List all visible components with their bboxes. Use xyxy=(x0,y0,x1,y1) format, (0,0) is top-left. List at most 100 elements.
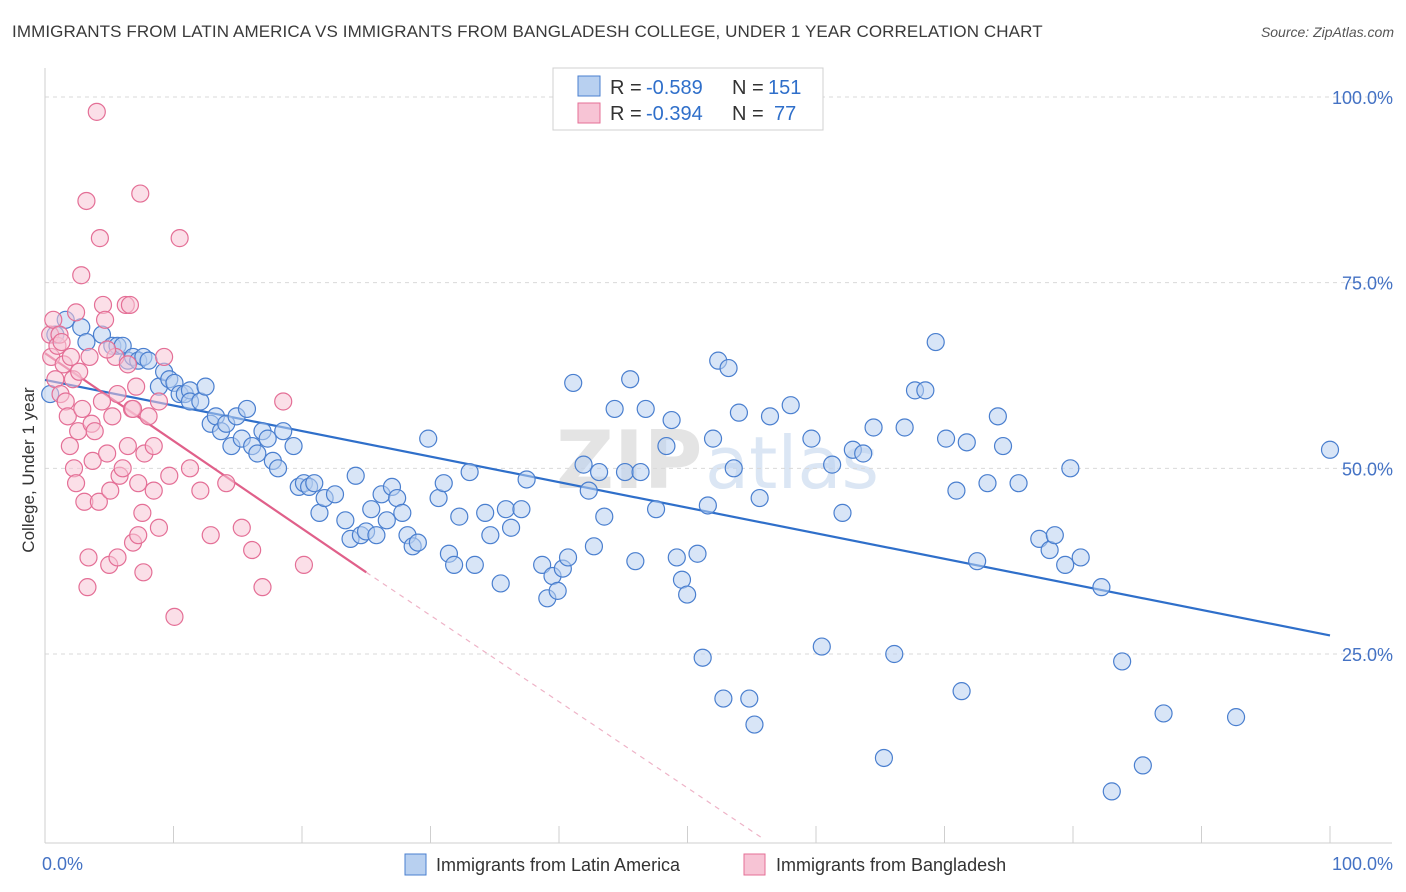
latin-america-point-86 xyxy=(584,537,604,556)
latin-america-point-128 xyxy=(936,429,956,448)
bottom-legend-label-2: Immigrants from Bangladesh xyxy=(776,855,1006,875)
latin-america-point-117 xyxy=(823,455,842,474)
latin-america-point-83 xyxy=(564,373,583,393)
latin-america-point-95 xyxy=(646,500,666,519)
latin-america-point-87 xyxy=(590,462,609,482)
latin-america-point-103 xyxy=(698,496,717,515)
latin-america-point-96 xyxy=(657,436,676,456)
bangladesh-point-65 xyxy=(243,540,262,560)
y-tick-label-1: 75.0% xyxy=(1342,274,1393,294)
legend-blue-swatch xyxy=(577,75,601,97)
latin-america-point-127 xyxy=(926,332,945,352)
latin-america-point-84 xyxy=(574,455,593,474)
bangladesh-point-76 xyxy=(149,392,169,411)
x-tick-label-0: 0.0% xyxy=(42,854,83,874)
latin-america-point-43 xyxy=(305,474,324,493)
bangladesh-point-40 xyxy=(108,548,127,567)
latin-america-trend-line xyxy=(44,378,1331,637)
bangladesh-point-67 xyxy=(274,392,293,411)
latin-america-point-75 xyxy=(512,500,531,519)
y-tick-label-3: 25.0% xyxy=(1342,645,1393,665)
bangladesh-point-64 xyxy=(232,518,251,537)
latin-america-point-73 xyxy=(496,500,515,519)
bangladesh-point-55 xyxy=(149,518,169,537)
bangladesh-point-69 xyxy=(98,340,117,359)
bangladesh-point-32 xyxy=(92,392,112,411)
data-points xyxy=(41,102,1340,801)
x-tick-label-1: 100.0% xyxy=(1332,854,1393,874)
latin-america-point-136 xyxy=(1009,474,1028,493)
bangladesh-point-58 xyxy=(165,607,184,626)
bottom-legend-label-1: Immigrants from Latin America xyxy=(436,855,681,875)
latin-america-point-123 xyxy=(885,644,904,664)
latin-america-point-107 xyxy=(719,358,738,378)
latin-america-point-76 xyxy=(517,470,536,489)
tick-labels: 100.0% 75.0% 50.0% 25.0% 0.0% 100.0% xyxy=(42,88,1393,874)
latin-america-point-88 xyxy=(595,507,614,526)
latin-america-point-80 xyxy=(548,581,567,600)
chart-title: IMMIGRANTS FROM LATIN AMERICA VS IMMIGRA… xyxy=(12,22,1043,41)
latin-america-point-142 xyxy=(1071,548,1090,567)
series-legend: Immigrants from Latin America Immigrants… xyxy=(404,853,1006,876)
latin-america-point-148 xyxy=(1226,708,1246,727)
latin-america-point-90 xyxy=(615,462,635,482)
latin-america-point-108 xyxy=(724,459,743,478)
latin-america-point-62 xyxy=(419,429,438,448)
bangladesh-point-31 xyxy=(90,229,109,248)
trend-lines xyxy=(44,352,1331,841)
bangladesh-point-42 xyxy=(113,459,132,478)
latin-america-point-143 xyxy=(1092,578,1111,597)
bangladesh-point-18 xyxy=(70,362,89,381)
legend-n-label-1: N = xyxy=(732,77,764,99)
bangladesh-point-73 xyxy=(129,526,148,545)
legend-r-value-1: -0.589 xyxy=(646,77,703,99)
bangladesh-point-34 xyxy=(95,310,115,329)
latin-america-point-145 xyxy=(1113,652,1132,671)
latin-america-point-120 xyxy=(854,444,873,463)
latin-america-point-98 xyxy=(667,548,686,567)
bangladesh-point-37 xyxy=(101,481,120,500)
latin-america-point-109 xyxy=(729,403,749,422)
latin-america-point-55 xyxy=(377,511,396,530)
latin-america-point-37 xyxy=(268,459,288,478)
bangladesh-point-25 xyxy=(80,347,99,367)
y-axis-label: College, Under 1 year xyxy=(19,387,38,553)
bangladesh-point-72 xyxy=(123,399,143,419)
bangladesh-point-59 xyxy=(170,229,189,248)
latin-america-point-121 xyxy=(864,418,883,437)
bangladesh-point-10 xyxy=(58,407,77,426)
chart-source: Source: ZipAtlas.com xyxy=(1260,24,1394,40)
latin-america-point-124 xyxy=(895,418,914,437)
latin-america-point-92 xyxy=(626,552,645,571)
bangladesh-point-20 xyxy=(73,399,92,419)
bangladesh-point-54 xyxy=(144,436,163,456)
bangladesh-point-71 xyxy=(118,355,137,374)
latin-america-point-85 xyxy=(579,481,598,500)
latin-america-point-114 xyxy=(781,396,800,415)
latin-america-point-23 xyxy=(196,377,215,396)
latin-america-point-131 xyxy=(957,433,976,452)
latin-america-point-58 xyxy=(393,503,412,522)
bangladesh-point-14 xyxy=(64,459,84,478)
bangladesh-point-62 xyxy=(201,526,220,545)
bangladesh-point-29 xyxy=(87,102,106,121)
latin-america-point-89 xyxy=(605,399,624,419)
latin-america-point-71 xyxy=(481,526,500,545)
bangladesh-point-22 xyxy=(77,191,96,211)
latin-america-point-31 xyxy=(237,399,257,419)
latin-america-point-74 xyxy=(501,518,521,537)
latin-america-point-77 xyxy=(533,555,552,574)
bangladesh-point-53 xyxy=(139,407,158,426)
latin-america-point-133 xyxy=(978,474,997,493)
stats-legend: R = -0.589 N = 151 R = -0.394 N = 77 xyxy=(552,67,824,131)
bangladesh-point-9 xyxy=(56,392,75,411)
bangladesh-point-33 xyxy=(93,295,113,315)
bangladesh-point-68 xyxy=(294,555,314,574)
latin-america-point-113 xyxy=(760,407,780,426)
latin-america-point-49 xyxy=(346,466,365,485)
latin-america-point-46 xyxy=(325,485,345,504)
latin-america-point-4 xyxy=(77,332,96,352)
legend-pink-swatch xyxy=(577,102,601,124)
latin-america-point-106 xyxy=(714,689,733,708)
